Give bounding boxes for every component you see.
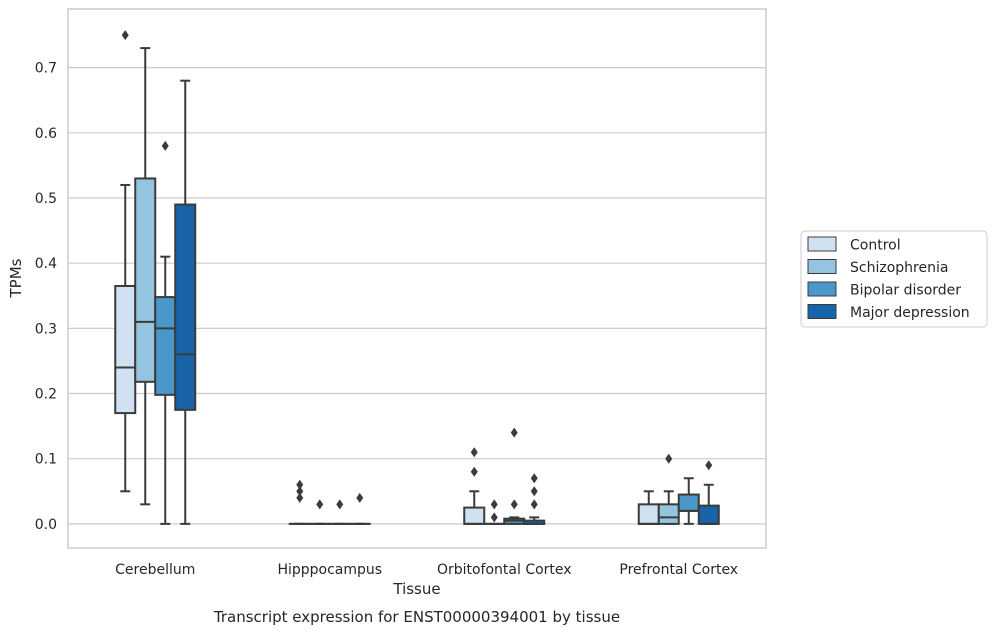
outlier-point	[356, 492, 364, 503]
legend-label: Bipolar disorder	[850, 283, 961, 299]
series-bipolar-disorder	[154, 140, 700, 525]
outlier-point	[510, 499, 518, 510]
x-axis-label: Tissue	[392, 580, 440, 598]
legend-label: Control	[850, 238, 901, 254]
legend-swatch	[807, 281, 837, 297]
box	[697, 504, 720, 525]
y-tick-label: 0.6	[35, 126, 57, 142]
outlier-point	[161, 140, 169, 151]
outlier-point	[530, 486, 538, 497]
legend: Control Schizophrenia Bipolar disorder Majo…	[800, 230, 988, 328]
legend-label: Schizophrenia	[850, 260, 948, 276]
outlier-point	[296, 479, 304, 490]
plot-frame	[67, 8, 767, 549]
box	[114, 284, 137, 415]
y-tick-label: 0.4	[35, 256, 57, 272]
plot-background	[68, 9, 766, 548]
box	[463, 506, 486, 525]
legend-swatch	[807, 236, 837, 252]
outlier-point	[336, 499, 344, 510]
box	[154, 296, 177, 396]
y-tick-labels: 0.0 0.1 0.2 0.3 0.4 0.5 0.6 0.7	[35, 61, 57, 533]
outlier-point	[470, 466, 478, 477]
y-tick-label: 0.7	[35, 61, 57, 77]
outlier-point	[490, 512, 498, 523]
box	[134, 177, 157, 383]
x-tick-label: Prefrontal Cortex	[619, 562, 738, 578]
x-tick-label: Hipppocampus	[277, 562, 382, 578]
series-schizophrenia	[134, 47, 680, 525]
y-tick-label: 0.0	[35, 517, 57, 533]
outlier-point	[510, 427, 518, 438]
legend-label: Major depression	[850, 305, 970, 321]
box	[657, 503, 680, 525]
legend-frame	[800, 230, 988, 328]
y-tick-label: 0.1	[35, 452, 57, 468]
x-tick-label: Cerebellum	[115, 562, 195, 578]
y-tick-label: 0.3	[35, 321, 57, 337]
box	[677, 493, 700, 512]
outlier-point	[470, 447, 478, 458]
legend-swatch	[807, 304, 837, 319]
outlier-point	[665, 453, 673, 464]
outlier-point	[121, 30, 129, 41]
y-tick-label: 0.2	[35, 387, 57, 403]
series-major-depression	[174, 79, 720, 525]
outlier-point	[296, 486, 304, 497]
box	[637, 503, 660, 525]
outlier-point	[530, 473, 538, 484]
chart-caption: Transcript expression for ENST0000039400…	[213, 608, 620, 626]
outlier-point	[490, 499, 498, 510]
box	[174, 203, 197, 411]
y-tick-label: 0.5	[35, 191, 57, 207]
box-series-group	[114, 30, 720, 525]
series-control	[114, 30, 660, 525]
outlier-point	[705, 460, 713, 471]
legend-swatch	[807, 259, 837, 274]
outlier-point	[530, 499, 538, 510]
y-axis-label: TPMs	[7, 258, 25, 298]
outlier-point	[316, 499, 324, 510]
outlier-point	[296, 492, 304, 503]
x-tick-label: Orbitofontal Cortex	[437, 562, 572, 578]
x-tick-labels: Cerebellum Hipppocampus Orbitofontal Corte…	[115, 562, 738, 578]
